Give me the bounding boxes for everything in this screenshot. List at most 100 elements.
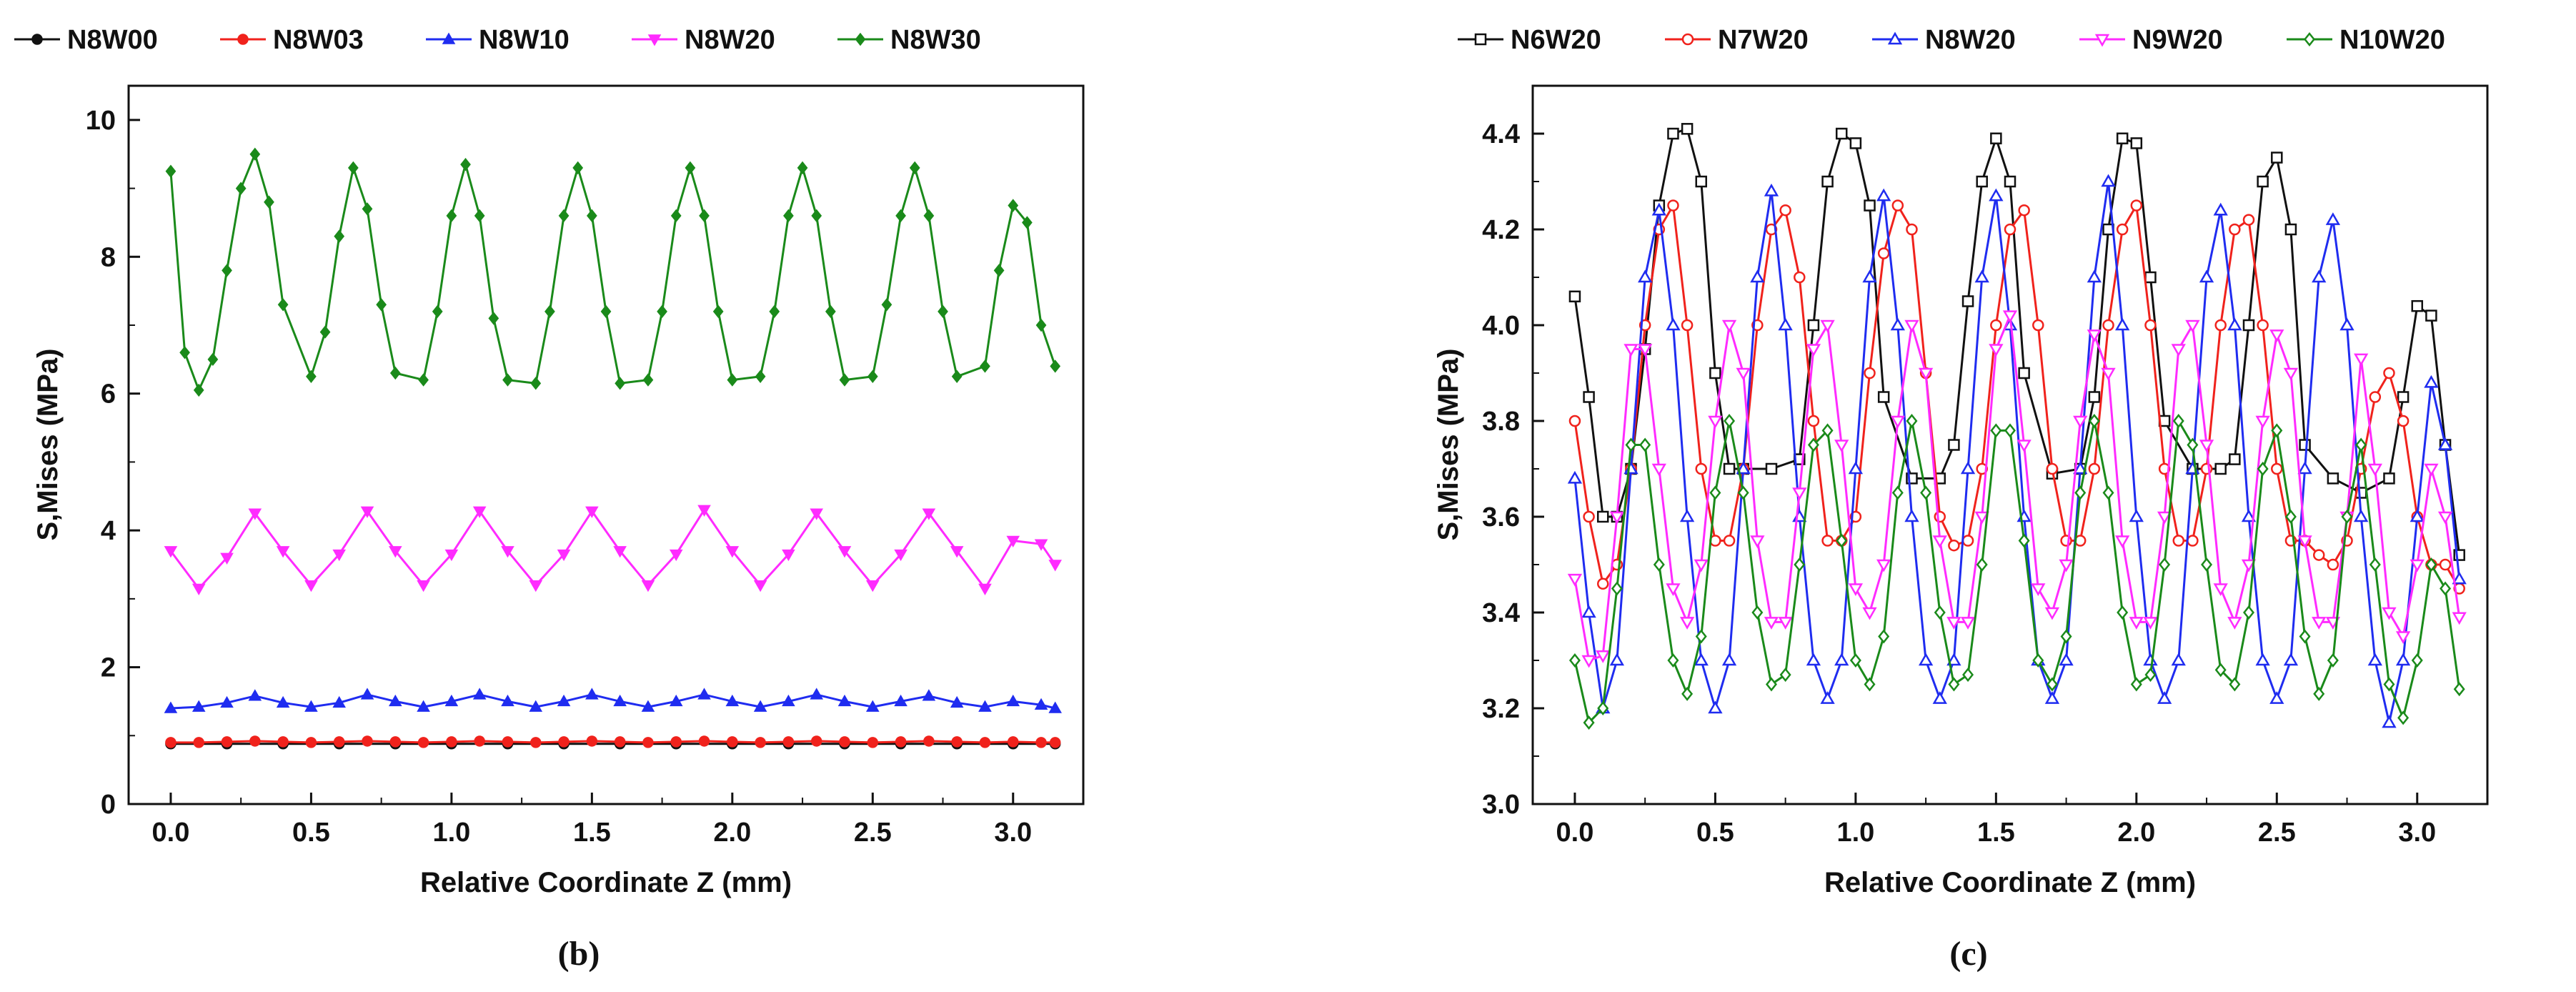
chart-c-y-tick-label: 3.4 bbox=[1482, 598, 1520, 628]
chart-c-legend-n7w20-label: N7W20 bbox=[1718, 25, 1809, 55]
chart-c-n10w20-point bbox=[2242, 605, 2255, 620]
chart-c-n8w20-point bbox=[1932, 691, 1947, 704]
chart-c-n8w20-point bbox=[2452, 571, 2467, 585]
chart-c-n8w20-point bbox=[2059, 653, 2074, 666]
chart-c-n6w20-point bbox=[2229, 453, 2241, 465]
chart-c-n7w20-point bbox=[2172, 535, 2185, 547]
chart-c-n9w20-point bbox=[2171, 344, 2186, 357]
chart-b-n8w20-point bbox=[697, 505, 711, 517]
chart-b-n8w30-point bbox=[881, 298, 892, 312]
chart-c-n9w20-point bbox=[2354, 353, 2369, 367]
chart-c-n9w20-point bbox=[1834, 440, 1849, 453]
chart-b-n8w30-point bbox=[474, 209, 485, 223]
chart-b-n8w20-point bbox=[978, 583, 992, 596]
chart-c-n8w20-point bbox=[2269, 691, 2284, 704]
chart-c-n9w20-point bbox=[2241, 559, 2257, 572]
chart-c-n7w20-point bbox=[2144, 319, 2157, 332]
chart-b-x-tick-label: 0.5 bbox=[292, 818, 330, 848]
chart-b-n8w10-point bbox=[837, 694, 852, 707]
chart-c-n7w20-point bbox=[1723, 535, 1736, 547]
chart-b-n8w30-point bbox=[895, 209, 906, 223]
chart-b-n8w30-point bbox=[544, 304, 555, 319]
chart-c-n10w20-point bbox=[2369, 557, 2381, 572]
chart-b-n8w03-point bbox=[333, 736, 345, 748]
chart-c-n7w20-point bbox=[1695, 462, 1708, 475]
chart-c-plot-frame bbox=[1531, 84, 2489, 805]
chart-c-n10w20-point bbox=[1695, 629, 1707, 644]
chart-c-n10w20-point bbox=[1864, 677, 1876, 692]
chart-b-n8w10-point bbox=[501, 694, 514, 707]
chart-c-n7w20-point bbox=[2116, 223, 2129, 236]
chart-b-n8w30-point bbox=[600, 304, 612, 319]
chart-c-n8w20-point bbox=[2157, 691, 2172, 704]
chart-c-n7w20-point bbox=[1906, 223, 1918, 236]
chart-b-n8w10-point bbox=[164, 701, 178, 713]
chart-c-n6w20-point bbox=[1568, 290, 1581, 303]
chart-b-n8w03-point bbox=[1035, 737, 1047, 748]
chart-b-n8w10-point bbox=[978, 700, 992, 712]
chart-b-n8w10-point bbox=[220, 695, 234, 708]
chart-c-n10w20-point bbox=[2102, 485, 2114, 500]
chart-b-n8w03-point bbox=[586, 735, 598, 747]
chart-c-x-tick-label: 0.0 bbox=[1556, 818, 1594, 848]
chart-c-n6w20-point bbox=[2284, 223, 2297, 236]
chart-c-y-tick-label: 3.6 bbox=[1482, 502, 1520, 532]
chart-c-legend-n9w20-label: N9W20 bbox=[2132, 25, 2223, 55]
chart-c-n7w20-point bbox=[1583, 510, 1595, 523]
chart-c-n10w20-point bbox=[2172, 413, 2184, 429]
chart-b-n8w30-point bbox=[839, 373, 850, 387]
chart-c-n9w20-point bbox=[2016, 440, 2032, 453]
chart-c-n8w20-point bbox=[2073, 461, 2088, 475]
chart-b-n8w30-point bbox=[235, 182, 247, 195]
chart-b-n8w03-point bbox=[165, 737, 176, 748]
chart-c-n10w20-point bbox=[1611, 581, 1623, 596]
chart-b-n8w10-point bbox=[585, 688, 599, 700]
chart-b-n8w10-point bbox=[613, 694, 627, 707]
chart-b-legend-n8w30-label: N8W30 bbox=[890, 25, 981, 55]
chart-b-series-n8w03-points bbox=[165, 735, 1061, 748]
chart-c-n8w20-point bbox=[2283, 653, 2299, 666]
chart-c-n9w20-point bbox=[1876, 559, 1891, 572]
chart-b-legend-n8w03-label: N8W03 bbox=[273, 25, 364, 55]
chart-c-n9w20-point bbox=[1820, 319, 1835, 333]
chart-b-n8w30-point bbox=[572, 161, 584, 175]
chart-c-n10w20-point bbox=[1737, 485, 1749, 500]
chart-c-n9w20-point bbox=[2382, 607, 2397, 620]
chart-c-n7w20-point bbox=[1681, 319, 1694, 332]
chart-c-n10w20-point bbox=[1794, 557, 1806, 572]
chart-c-n9w20-point bbox=[1596, 650, 1611, 663]
chart-b-n8w30-point bbox=[685, 161, 696, 175]
chart-b-n8w03-point bbox=[362, 735, 373, 747]
chart-c-n10w20-point bbox=[1751, 605, 1764, 620]
chart-c: 0.0 0.5 1.0 1.5 2.0 2.5 3.0 3.0 3.2 3.4 3.6 3.8 4.0 4… bbox=[1433, 25, 2489, 973]
chart-c-series-n6w20-points bbox=[1568, 123, 2465, 561]
chart-c-n6w20-point bbox=[1596, 510, 1609, 523]
chart-c-n8w20-point bbox=[1651, 202, 1666, 216]
chart-c-n6w20-point bbox=[1709, 367, 1721, 380]
chart-c-n6w20-point bbox=[2397, 391, 2410, 403]
chart-c-n8w20-point bbox=[2395, 653, 2411, 666]
chart-c-legend-n8w20-label: N8W20 bbox=[1925, 25, 2016, 55]
chart-c-n8w20-point bbox=[2143, 653, 2158, 666]
chart-c-n9w20-point bbox=[2044, 607, 2060, 620]
chart-c-n8w20-point bbox=[2354, 509, 2369, 522]
chart-b-series-n8w30-points bbox=[165, 147, 1061, 397]
chart-c-n9w20-point bbox=[2395, 631, 2411, 645]
chart-b-n8w20-point bbox=[866, 580, 880, 592]
chart-c-n10w20-point bbox=[2440, 581, 2452, 596]
chart-c-n6w20-point bbox=[2116, 132, 2129, 144]
chart-c-n10w20-point bbox=[2201, 557, 2213, 572]
chart-c-n7w20-point bbox=[2187, 535, 2199, 547]
chart-b-n8w30-point bbox=[306, 369, 317, 383]
chart-c-n7w20-point bbox=[2102, 319, 2114, 332]
chart-c-n7w20-point bbox=[2439, 558, 2452, 571]
chart-b-n8w03-point bbox=[193, 737, 204, 748]
chart-c-n8w20-point bbox=[1792, 509, 1807, 522]
chart-b-n8w10-point bbox=[529, 700, 543, 712]
chart-c-n10w20-point bbox=[2229, 677, 2241, 692]
chart-c-n7w20-point bbox=[2130, 199, 2143, 212]
chart-c-legend: N6W20 N7W20 N8W20 N9W20 N10W20 bbox=[1458, 25, 2445, 55]
chart-b-n8w20-point bbox=[304, 580, 318, 592]
chart-c-n6w20-point bbox=[1583, 391, 1595, 403]
